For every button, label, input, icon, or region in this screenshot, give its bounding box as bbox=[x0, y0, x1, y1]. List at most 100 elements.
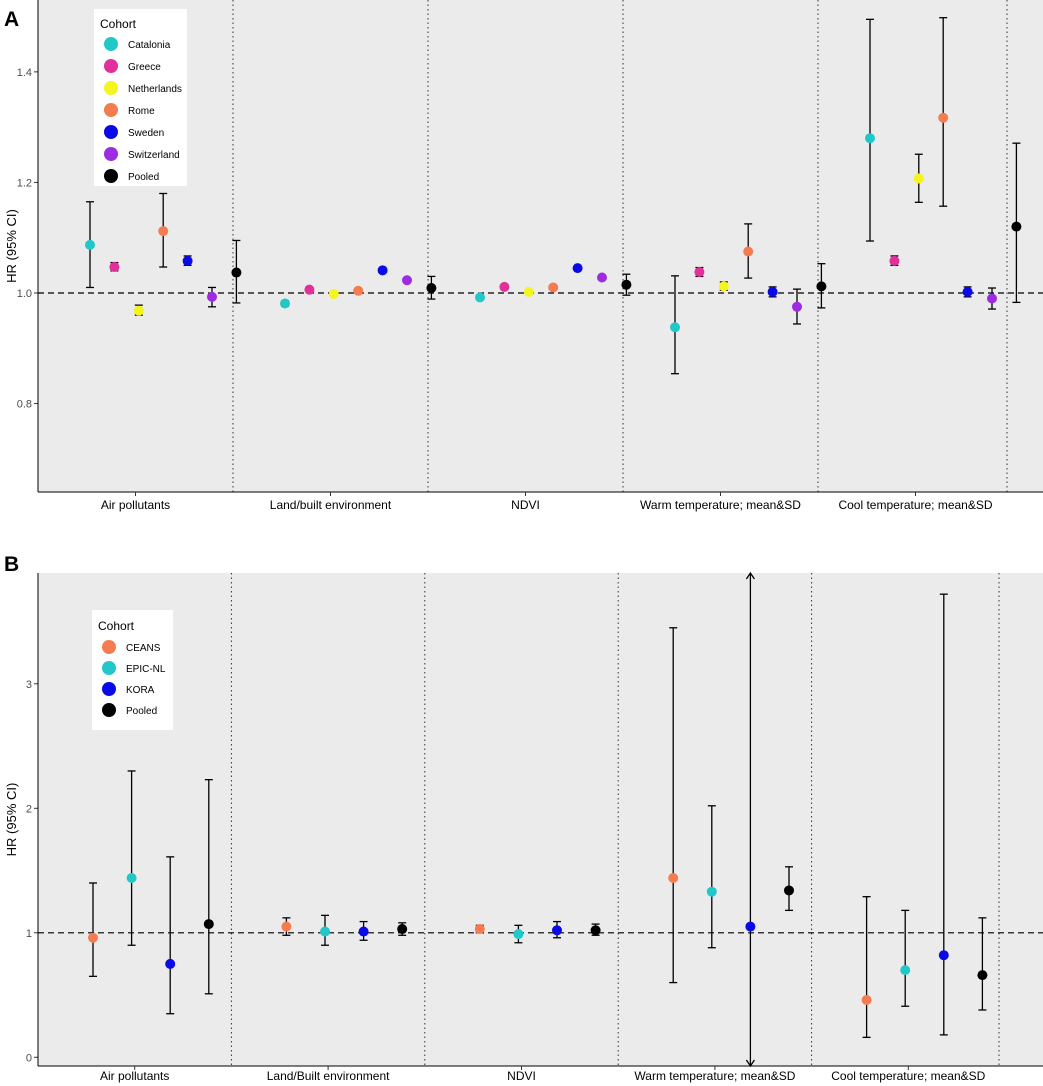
legend-label: Rome bbox=[128, 106, 155, 117]
data-point-ceans bbox=[88, 932, 98, 943]
data-point-epic-nl bbox=[320, 926, 330, 937]
data-point-pooled bbox=[784, 885, 794, 896]
legend-swatch bbox=[104, 81, 118, 95]
data-point-pooled bbox=[1011, 221, 1022, 232]
y-tick-label: 1 bbox=[26, 928, 32, 940]
y-tick-label: 0.8 bbox=[17, 399, 32, 411]
data-point-switzerland bbox=[792, 301, 802, 312]
data-point-kora bbox=[745, 921, 756, 932]
data-point-kora bbox=[552, 925, 562, 936]
legend-title: Cohort bbox=[98, 619, 135, 633]
data-point-catalonia bbox=[280, 298, 290, 309]
legend-swatch bbox=[102, 682, 116, 696]
data-point-pooled bbox=[816, 281, 827, 292]
data-point-epic-nl bbox=[126, 873, 137, 884]
data-point-switzerland bbox=[207, 291, 217, 302]
data-point-greece bbox=[304, 284, 315, 295]
legend-label: Switzerland bbox=[128, 150, 180, 161]
data-point-ceans bbox=[281, 921, 292, 932]
x-tick-label: Air pollutants bbox=[101, 498, 170, 512]
data-point-rome bbox=[548, 282, 559, 293]
data-point-pooled bbox=[397, 924, 408, 935]
legend-label: Netherlands bbox=[128, 84, 182, 95]
legend-label: Greece bbox=[128, 62, 161, 73]
data-point-sweden bbox=[572, 263, 583, 274]
error-arrow-up bbox=[745, 571, 755, 580]
y-tick-label: 1.2 bbox=[17, 177, 32, 189]
legend-swatch bbox=[104, 59, 118, 73]
data-point-pooled bbox=[977, 970, 988, 981]
x-tick-label: NDVI bbox=[511, 498, 540, 512]
data-point-greece bbox=[499, 281, 510, 292]
x-tick-label: NDVI bbox=[507, 1069, 536, 1083]
legend-swatch bbox=[104, 169, 118, 183]
panel-label: A bbox=[4, 8, 19, 31]
data-point-rome bbox=[743, 246, 754, 257]
data-point-netherlands bbox=[328, 289, 339, 300]
data-point-pooled bbox=[426, 283, 437, 294]
data-point-rome bbox=[938, 112, 949, 123]
panel-a: A HR (95% CI) 0.8 1.0 1.2 1.4 Air pollutants La… bbox=[4, 0, 1043, 512]
data-point-rome bbox=[353, 285, 364, 296]
legend-label: Pooled bbox=[128, 172, 159, 183]
legend-title: Cohort bbox=[100, 17, 137, 31]
x-tick-label: Land/Built environment bbox=[267, 1069, 390, 1083]
data-point-netherlands bbox=[718, 281, 729, 292]
data-point-pooled bbox=[590, 925, 601, 936]
legend-label: Pooled bbox=[126, 706, 157, 717]
legend-label: KORA bbox=[126, 685, 155, 696]
legend-label: Sweden bbox=[128, 128, 164, 139]
data-point-ceans bbox=[474, 924, 485, 935]
legend-label: CEANS bbox=[126, 643, 161, 654]
legend-swatch bbox=[102, 703, 116, 717]
data-point-ceans bbox=[668, 873, 679, 884]
data-point-catalonia bbox=[670, 322, 680, 333]
y-axis-title: HR (95% CI) bbox=[4, 783, 19, 857]
data-point-kora bbox=[165, 958, 176, 969]
x-tick-label: Cool temperature; mean&SD bbox=[838, 498, 992, 512]
data-point-kora bbox=[358, 926, 369, 937]
data-point-greece bbox=[694, 266, 705, 277]
data-point-sweden bbox=[377, 265, 388, 276]
data-point-rome bbox=[158, 226, 169, 237]
data-point-greece bbox=[109, 262, 120, 273]
legend-label: EPIC-NL bbox=[126, 664, 166, 675]
legend-swatch bbox=[104, 147, 118, 161]
data-point-sweden bbox=[182, 255, 193, 266]
legend-swatch bbox=[104, 125, 118, 139]
data-point-netherlands bbox=[133, 305, 144, 316]
data-point-ceans bbox=[861, 995, 872, 1006]
legend-swatch bbox=[104, 103, 118, 117]
legend: Cohort CEANS EPIC-NL KORA Pooled bbox=[92, 610, 173, 730]
x-tick-label: Warm temperature; mean&SD bbox=[640, 498, 801, 512]
data-point-kora bbox=[938, 950, 949, 961]
legend-swatch bbox=[102, 661, 116, 675]
panel-b: B HR (95% CI) 0 1 2 3 Air pollutants Land/Built… bbox=[4, 553, 1043, 1083]
x-tick-label: Air pollutants bbox=[100, 1069, 169, 1083]
legend-label: Catalonia bbox=[128, 40, 171, 51]
data-point-epic-nl bbox=[900, 965, 911, 976]
data-point-pooled bbox=[621, 279, 632, 290]
legend-swatch bbox=[102, 640, 116, 654]
data-point-catalonia bbox=[85, 239, 95, 250]
data-point-switzerland bbox=[597, 272, 607, 283]
x-tick-label: Cool temperature; mean&SD bbox=[831, 1069, 985, 1083]
y-tick-label: 3 bbox=[26, 679, 32, 691]
data-point-sweden bbox=[767, 286, 778, 297]
y-tick-label: 1.4 bbox=[17, 67, 32, 79]
data-point-greece bbox=[889, 255, 900, 266]
error-arrow-down bbox=[745, 1059, 755, 1068]
x-tick-label: Warm temperature; mean&SD bbox=[634, 1069, 795, 1083]
legend: Cohort Catalonia Greece Netherlands Rome Swed… bbox=[94, 9, 187, 186]
data-point-epic-nl bbox=[706, 886, 717, 897]
data-point-epic-nl bbox=[513, 929, 524, 940]
plot-background bbox=[38, 0, 1043, 492]
data-point-netherlands bbox=[523, 286, 534, 297]
data-point-pooled bbox=[231, 267, 242, 278]
y-tick-label: 1.0 bbox=[17, 288, 32, 300]
data-point-sweden bbox=[962, 286, 973, 297]
data-point-catalonia bbox=[475, 292, 485, 303]
data-point-catalonia bbox=[865, 133, 875, 144]
data-point-switzerland bbox=[402, 275, 412, 286]
